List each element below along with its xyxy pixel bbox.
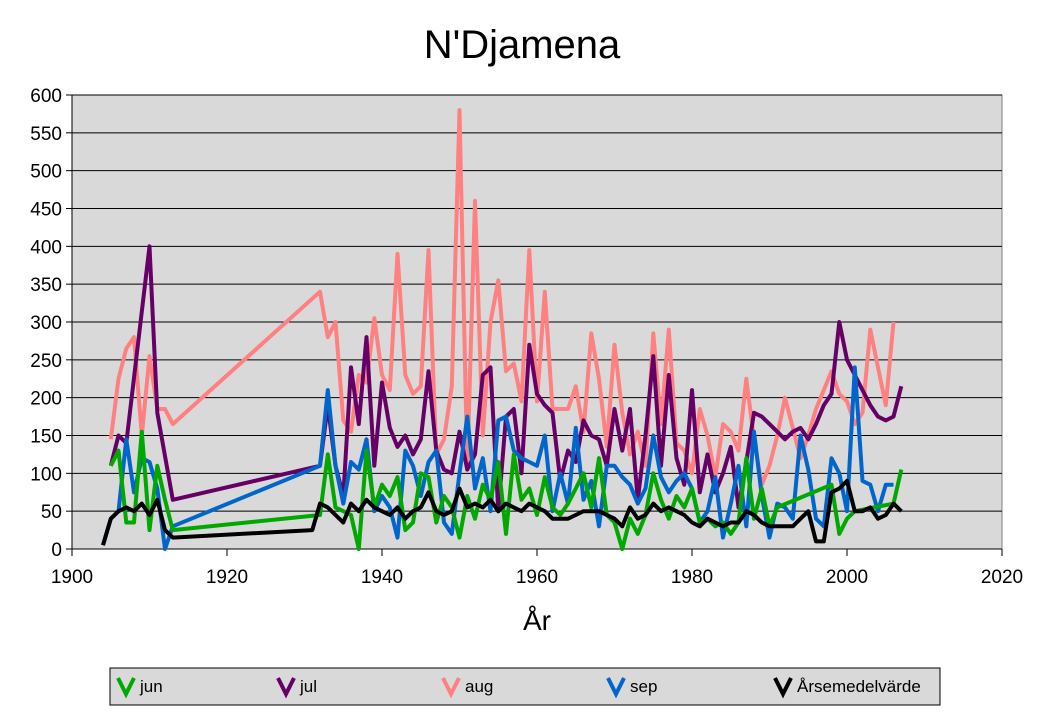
y-tick-label: 200 — [30, 389, 62, 410]
legend-label-sep: sep — [630, 677, 657, 696]
x-tick-label: 1900 — [51, 567, 93, 588]
chart-title: N'Djamena — [424, 23, 621, 67]
legend-label-jul: jul — [299, 677, 317, 696]
x-axis: 1900 1920 1940 1960 1980 2000 2020 — [51, 548, 1023, 588]
x-tick-label: 1960 — [516, 567, 558, 588]
y-tick-label: 50 — [41, 502, 62, 523]
y-tick-label: 600 — [30, 86, 62, 107]
y-tick-label: 350 — [30, 275, 62, 296]
y-tick-label: 450 — [30, 200, 62, 221]
y-tick-label: 300 — [30, 313, 62, 334]
x-tick-label: 1920 — [206, 567, 248, 588]
x-tick-label: 2020 — [981, 567, 1023, 588]
y-tick-label: 0 — [51, 540, 62, 561]
legend — [109, 667, 941, 706]
series-lines — [101, 108, 904, 551]
legend-swatch-sep — [606, 677, 626, 699]
y-axis: 0 50 100 150 200 250 300 350 400 450 500 550 600 — [30, 86, 73, 561]
legend-swatch-Årsemedelvärde — [773, 677, 793, 699]
legend-swatch-aug — [441, 677, 461, 699]
x-tick-label: 1940 — [361, 567, 403, 588]
legend-label-jun: jun — [139, 677, 163, 696]
legend-swatch-jul — [276, 677, 296, 699]
y-tick-label: 500 — [30, 162, 62, 183]
x-axis-label: År — [523, 605, 551, 636]
legend-label-Årsemedelvärde: Årsemedelvärde — [797, 677, 921, 696]
x-tick-label: 1980 — [671, 567, 713, 588]
legend-label-aug: aug — [465, 677, 493, 696]
x-tick-label: 2000 — [826, 567, 868, 588]
y-tick-label: 100 — [30, 464, 62, 485]
y-tick-label: 250 — [30, 351, 62, 372]
y-tick-label: 150 — [30, 427, 62, 448]
y-tick-label: 400 — [30, 237, 62, 258]
series-line-jul — [108, 244, 904, 514]
series-line-Årsemedelvärde — [101, 478, 903, 546]
y-tick-label: 550 — [30, 124, 62, 145]
legend-swatch-jun — [116, 677, 136, 699]
series-line-aug — [108, 108, 896, 487]
